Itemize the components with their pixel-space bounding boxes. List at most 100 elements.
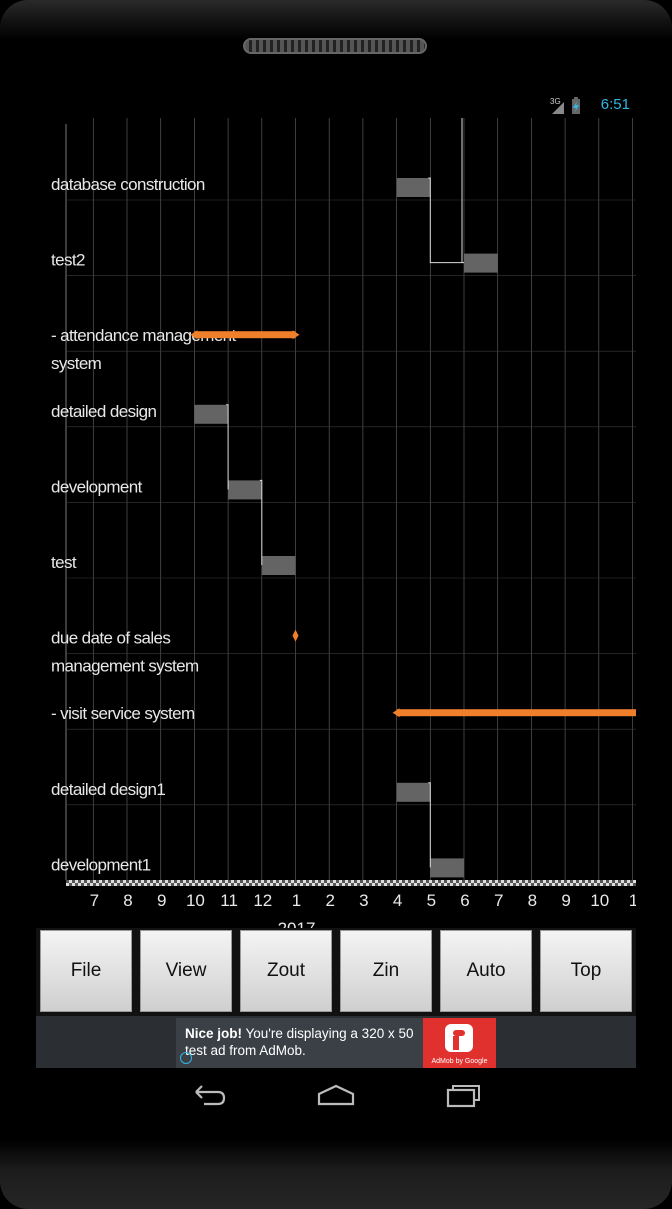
axis-check xyxy=(321,883,324,886)
axis-check xyxy=(522,880,525,883)
axis-check xyxy=(81,883,84,886)
axis-check xyxy=(474,880,477,883)
axis-check xyxy=(96,880,99,883)
auto-button[interactable]: Auto xyxy=(440,930,532,1012)
axis-check xyxy=(585,883,588,886)
task-label: development1 xyxy=(51,855,151,874)
month-tick-label: 8 xyxy=(123,891,132,910)
axis-check xyxy=(576,880,579,883)
axis-check xyxy=(135,883,138,886)
axis-check xyxy=(264,880,267,883)
axis-check xyxy=(525,883,528,886)
view-button[interactable]: View xyxy=(140,930,232,1012)
month-tick-label: 10 xyxy=(186,891,205,910)
axis-check xyxy=(414,880,417,883)
axis-check xyxy=(399,883,402,886)
axis-check xyxy=(219,883,222,886)
axis-check xyxy=(258,880,261,883)
summary-bar xyxy=(194,331,296,339)
axis-check xyxy=(621,883,624,886)
axis-check xyxy=(129,883,132,886)
axis-check xyxy=(450,880,453,883)
summary-start-marker xyxy=(190,330,198,340)
axis-check xyxy=(603,883,606,886)
task-bar xyxy=(464,253,498,273)
axis-check xyxy=(462,880,465,883)
axis-check xyxy=(342,880,345,883)
home-icon[interactable] xyxy=(313,1078,359,1112)
summary-start-marker xyxy=(392,708,400,718)
zoom-out-button[interactable]: Zout xyxy=(240,930,332,1012)
axis-check xyxy=(447,883,450,886)
top-button[interactable]: Top xyxy=(540,930,632,1012)
axis-check xyxy=(384,880,387,883)
axis-check xyxy=(507,883,510,886)
month-tick-label: 6 xyxy=(460,891,469,910)
axis-check xyxy=(168,880,171,883)
axis-check xyxy=(453,883,456,886)
axis-check xyxy=(477,883,480,886)
axis-check xyxy=(204,880,207,883)
axis-check xyxy=(237,883,240,886)
axis-check xyxy=(294,880,297,883)
ad-banner[interactable]: Nice job! You're displaying a 320 x 50 t… xyxy=(176,1018,496,1068)
axis-check xyxy=(180,880,183,883)
axis-check xyxy=(312,880,315,883)
gantt-chart-area[interactable]: database construction test2- attendance m… xyxy=(36,118,636,928)
task-label: due date of sales xyxy=(51,629,170,648)
axis-check xyxy=(573,883,576,886)
axis-check xyxy=(195,883,198,886)
status-bar: 3G 6:51 xyxy=(36,92,636,118)
axis-check xyxy=(297,883,300,886)
file-button[interactable]: File xyxy=(40,930,132,1012)
back-icon[interactable] xyxy=(186,1078,232,1112)
axis-check xyxy=(480,880,483,883)
axis-check xyxy=(255,883,258,886)
axis-check xyxy=(234,880,237,883)
task-label: database construction xyxy=(51,175,205,194)
axis-check xyxy=(615,883,618,886)
summary-end-marker xyxy=(292,330,300,340)
axis-check xyxy=(435,883,438,886)
axis-check xyxy=(441,883,444,886)
zoom-in-button[interactable]: Zin xyxy=(340,930,432,1012)
axis-check xyxy=(612,880,615,883)
axis-check xyxy=(171,883,174,886)
axis-check xyxy=(72,880,75,883)
axis-check xyxy=(600,880,603,883)
axis-check xyxy=(537,883,540,886)
axis-check xyxy=(552,880,555,883)
axis-check xyxy=(240,880,243,883)
task-bar xyxy=(396,782,431,802)
recents-icon[interactable] xyxy=(440,1078,486,1112)
axis-check xyxy=(369,883,372,886)
axis-check xyxy=(282,880,285,883)
axis-check xyxy=(609,883,612,886)
axis-check xyxy=(150,880,153,883)
month-tick-label: 4 xyxy=(393,891,402,910)
axis-check xyxy=(378,880,381,883)
axis-check xyxy=(153,883,156,886)
task-label: - visit service system xyxy=(51,704,195,723)
navigation-bar xyxy=(36,1068,636,1124)
axis-check xyxy=(288,880,291,883)
month-tick-label: 5 xyxy=(427,891,436,910)
axis-check xyxy=(624,880,627,883)
month-tick-label: 9 xyxy=(157,891,166,910)
axis-check xyxy=(102,880,105,883)
axis-check xyxy=(432,880,435,883)
axis-check xyxy=(366,880,369,883)
axis-check xyxy=(249,883,252,886)
clock: 6:51 xyxy=(600,96,630,113)
axis-check xyxy=(351,883,354,886)
axis-check xyxy=(426,880,429,883)
month-tick-label: 7 xyxy=(90,891,99,910)
axis-check xyxy=(93,883,96,886)
task-bar xyxy=(194,404,229,424)
task-label: test xyxy=(51,553,77,572)
month-tick-label: 2 xyxy=(325,891,334,910)
axis-check xyxy=(75,883,78,886)
ad-info-icon[interactable] xyxy=(180,1052,192,1064)
